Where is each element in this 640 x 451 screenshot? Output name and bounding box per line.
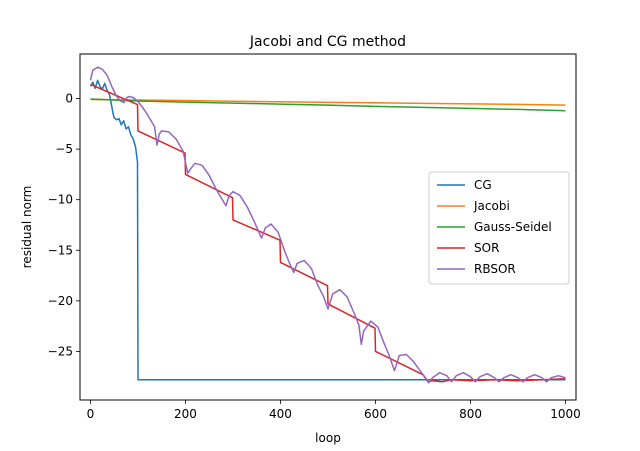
plot-lines: [89, 66, 566, 384]
y-tick-label: −20: [48, 294, 73, 308]
x-tick-label: 400: [269, 407, 292, 421]
x-tick-label: 200: [174, 407, 197, 421]
series-line-sor: [90, 83, 566, 383]
series-line-jacobi: [90, 98, 566, 106]
x-tick-label: 600: [364, 407, 387, 421]
x-tick-label: 1000: [550, 407, 581, 421]
x-tick-label: 0: [87, 407, 95, 421]
y-tick-label: −10: [48, 193, 73, 207]
x-axis-label: loop: [315, 431, 341, 445]
x-tick-label: 800: [459, 407, 482, 421]
legend: CG Jacobi Gauss-Seidel SOR RBSOR: [428, 171, 570, 285]
y-tick-label: −5: [55, 142, 73, 156]
y-axis-label: residual norm: [20, 186, 34, 269]
chart-title: Jacobi and CG method: [249, 34, 406, 50]
x-axis-ticks: 0 200 400 600 800 1000: [87, 400, 581, 421]
legend-label: SOR: [474, 241, 499, 255]
series-line-cg: [89, 79, 566, 381]
series-line-gauss-seidel: [90, 98, 566, 112]
legend-box: [428, 171, 570, 285]
y-tick-label: −25: [48, 344, 73, 358]
series-line-rbsor: [89, 66, 566, 384]
y-axis-ticks: 0 −5 −10 −15 −20 −25: [48, 92, 80, 358]
legend-label: RBSOR: [474, 262, 516, 276]
legend-label: CG: [474, 178, 492, 192]
legend-label: Jacobi: [473, 199, 510, 213]
y-tick-label: 0: [65, 92, 73, 106]
y-tick-label: −15: [48, 243, 73, 257]
axes-frame: [79, 53, 577, 401]
legend-label: Gauss-Seidel: [474, 220, 552, 234]
